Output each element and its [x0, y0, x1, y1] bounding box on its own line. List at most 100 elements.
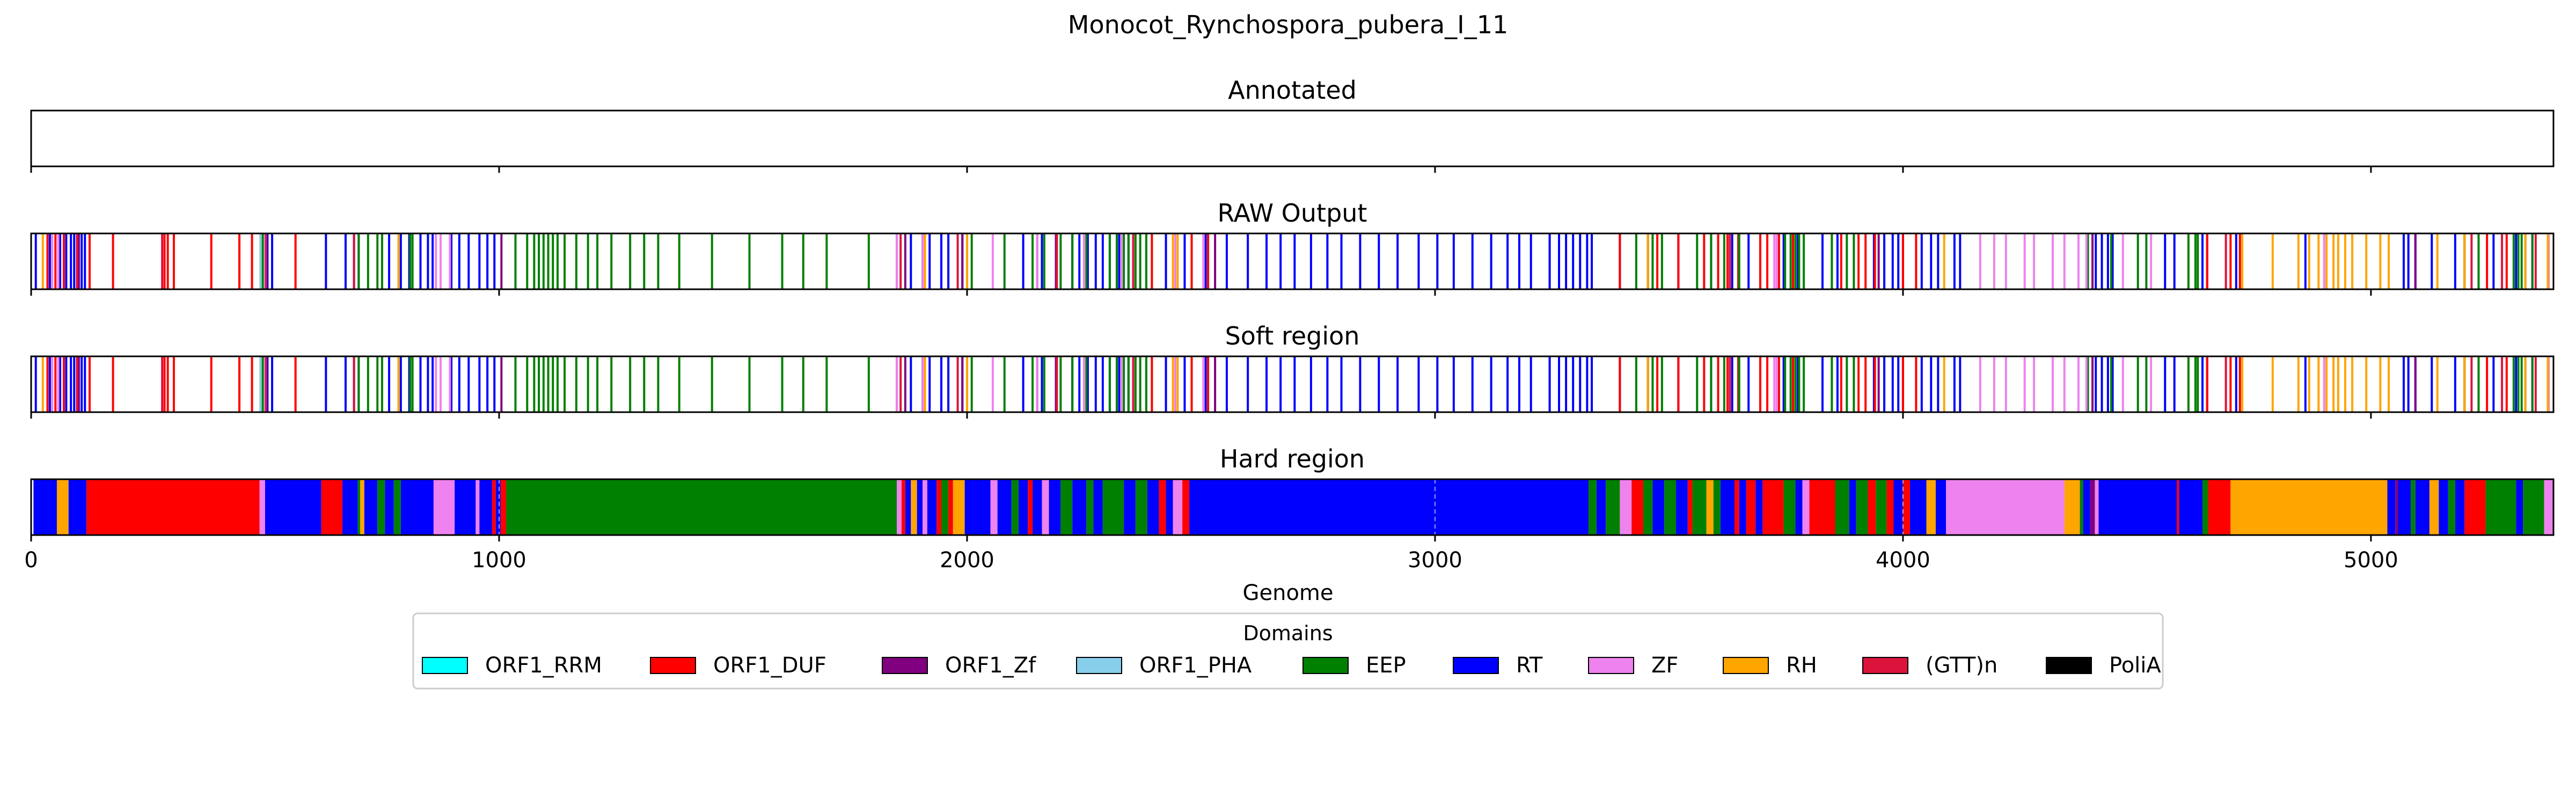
domain-segment-orf1-duf [1809, 479, 1835, 535]
x-tick-label: 2000 [940, 548, 994, 573]
track-raw-output: RAW Output [30, 199, 2555, 296]
domain-segment-zf [990, 479, 998, 535]
domain-segment-rt [2179, 479, 2203, 535]
domain-segment-rh [2230, 479, 2388, 535]
legend-label: ORF1_RRM [485, 653, 602, 678]
domain-segment-rt [1072, 479, 1087, 535]
track-hard-region: Hard region [30, 444, 2555, 541]
domain-segment-orf1-duf [936, 479, 942, 535]
domain-segment-eep [357, 479, 361, 535]
domain-segment-orf1-duf [2177, 479, 2179, 535]
legend-item-orf1-pha: ORF1_PHA [1076, 653, 1252, 678]
domain-segment-rt [400, 479, 434, 535]
legend-swatch [422, 657, 468, 674]
legend-title: Domains [1243, 621, 1333, 645]
domain-segment-orf1-duf [500, 479, 507, 535]
domain-segment-rt [1720, 479, 1735, 535]
track-title: RAW Output [1218, 199, 1367, 228]
domain-segment-rt [1189, 479, 1589, 535]
domain-segment-rh [1706, 479, 1714, 535]
domain-segment-orf1-duf [321, 479, 342, 535]
domain-segment-rt [495, 479, 501, 535]
domain-segment-rh [2064, 479, 2080, 535]
domain-segment-rh [2429, 479, 2439, 535]
domain-segment-eep [1011, 479, 1019, 535]
domain-segment-rt [1147, 479, 1159, 535]
track-title: Hard region [1220, 444, 1365, 473]
domain-segment-eep [2523, 479, 2544, 535]
domain-segment-rh [1926, 479, 1936, 535]
domain-segment-rt [1676, 479, 1688, 535]
legend-item-polia: PoliA [2046, 653, 2161, 678]
domain-segment-rt [1795, 479, 1803, 535]
domain-segment-rt [1849, 479, 1856, 535]
domain-segment-zf [1946, 479, 2065, 535]
domain-segment-zf [923, 479, 927, 535]
x-tick-label: 3000 [1408, 548, 1462, 573]
domain-segment-eep [941, 479, 949, 535]
domain-segment-eep [1856, 479, 1868, 535]
domain-segment-orf1-duf [86, 479, 260, 535]
domain-segment-zf [2544, 479, 2553, 535]
domain-segment-orf1-zf [2090, 479, 2095, 535]
domain-segment-eep [1643, 479, 1653, 535]
legend-item-orf1-zf: ORF1_Zf [882, 653, 1036, 678]
domain-segment-eep [393, 479, 401, 535]
legend-swatch [1862, 657, 1908, 674]
domain-segment-rt [1652, 479, 1665, 535]
domain-segment-eep [2485, 479, 2516, 535]
legend-label: EEP [1366, 653, 1406, 678]
legend-swatch [1302, 657, 1349, 674]
domain-segment-rt [1739, 479, 1746, 535]
domain-segment-zf [1173, 479, 1183, 535]
domain-segment-rt [927, 479, 937, 535]
legend-item-eep: EEP [1302, 653, 1406, 678]
domain-segment-orf1-duf [2464, 479, 2486, 535]
legend-item-rt: RT [1453, 653, 1543, 678]
domain-segment-rt [2439, 479, 2448, 535]
domain-segment-orf1-duf [1159, 479, 1166, 535]
domain-segment-zf [475, 479, 480, 535]
legend-item-zf: ZF [1588, 653, 1678, 678]
domain-segment-eep [2080, 479, 2083, 535]
domain-segment-rh [56, 479, 69, 535]
domain-segment-rt [1910, 479, 1927, 535]
domain-segment-zf [1620, 479, 1632, 535]
legend-item-gtt-n: (GTT)n [1862, 653, 1997, 678]
domain-segment-zf [433, 479, 455, 535]
domain-segment-rt [1935, 479, 1946, 535]
domain-segment-eep [1135, 479, 1147, 535]
domain-segment-rt [364, 479, 378, 535]
legend-label: ORF1_Zf [945, 653, 1036, 678]
legend-label: RT [1516, 653, 1543, 678]
track-title: Soft region [1225, 321, 1360, 350]
legend: Domains ORF1_RRM ORF1_DUF ORF1_Zf ORF1_PHA E… [412, 612, 2164, 690]
domain-segment-rt [917, 479, 923, 535]
domain-segment-eep [2411, 479, 2416, 535]
legend-swatch [650, 657, 696, 674]
domain-segment-rt [2398, 479, 2411, 535]
domain-segment-zf [259, 479, 265, 535]
domain-segment-rt [2455, 479, 2465, 535]
domain-segment-rt [2098, 479, 2177, 535]
legend-swatch [1453, 657, 1499, 674]
domain-segment-eep [1783, 479, 1796, 535]
legend-item-rh: RH [1723, 653, 1817, 678]
x-tick-label: 0 [24, 548, 38, 573]
domain-segment-rt [1755, 479, 1763, 535]
x-axis-label: Genome [1242, 581, 1333, 605]
track-annotated: Annotated [30, 76, 2555, 173]
track-soft-region: Soft region [30, 321, 2555, 419]
tracks-group: Annotated RAW Output Soft region Hard regio… [30, 76, 2555, 541]
legend-label: ORF1_PHA [1139, 653, 1252, 678]
legend-swatch [1723, 657, 1769, 674]
domain-segment-eep [1876, 479, 1887, 535]
domain-segment-zf [897, 479, 902, 535]
legend-label: ZF [1651, 653, 1678, 678]
domain-segment-eep [1692, 479, 1707, 535]
x-tick-label: 4000 [1876, 548, 1930, 573]
legend-label: RH [1786, 653, 1817, 678]
domain-segment-rt [479, 479, 492, 535]
domain-segment-orf1-duf [1631, 479, 1643, 535]
